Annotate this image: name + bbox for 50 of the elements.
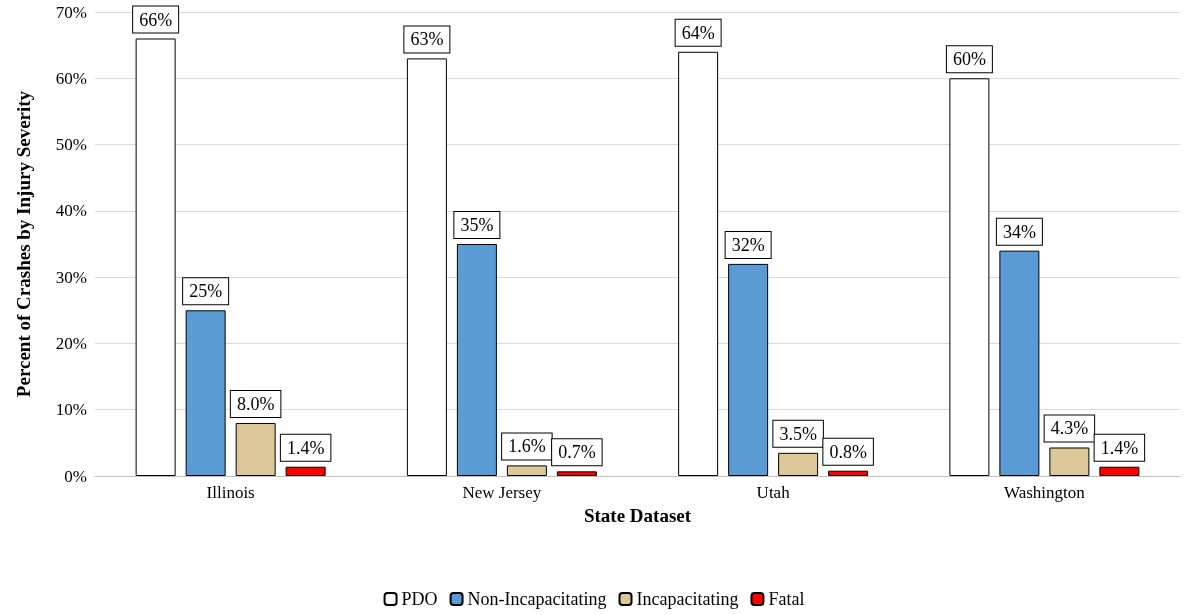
data-label: 1.4% [286, 437, 325, 458]
x-axis-title: State Dataset [583, 505, 692, 526]
bar [1049, 447, 1090, 476]
y-tick-label: 70% [55, 2, 87, 22]
y-tick-label: 60% [55, 68, 87, 88]
y-tick-label: 40% [55, 201, 87, 221]
y-tick-label: 0% [64, 466, 87, 486]
bar [999, 250, 1040, 476]
data-label: 4.3% [1050, 418, 1089, 439]
x-tick-label: Washington [1003, 483, 1086, 502]
data-label: 0.7% [558, 442, 596, 463]
data-label: 64% [681, 22, 715, 43]
bar [728, 263, 769, 476]
data-label: 35% [460, 215, 494, 235]
bar [949, 78, 990, 476]
bar [235, 422, 276, 476]
data-label: 1.6% [508, 436, 546, 457]
data-label: 66% [139, 9, 173, 30]
bar [406, 58, 447, 476]
y-tick-label: 20% [55, 333, 87, 353]
legend-label: PDO [401, 589, 438, 609]
data-label: 3.5% [779, 423, 817, 444]
bar [506, 465, 547, 476]
data-label: 1.4% [1100, 437, 1139, 458]
data-label: 60% [952, 49, 986, 70]
data-label: 32% [731, 234, 765, 255]
legend-label: Incapacitating [636, 589, 739, 609]
legend-label: Fatal [768, 589, 805, 609]
legend-label: Non-Incapacitating [467, 589, 607, 609]
y-tick-label: 50% [55, 135, 87, 155]
bar [828, 470, 869, 476]
y-tick-label: 10% [55, 400, 87, 420]
bar [778, 452, 819, 476]
bar [285, 466, 326, 476]
data-label: 0.8% [829, 441, 867, 462]
x-tick-label: New Jersey [462, 483, 542, 502]
y-axis-title: Percent of Crashes by Injury Severity [13, 90, 34, 398]
data-label: 63% [410, 29, 444, 50]
data-label: 34% [1002, 221, 1036, 242]
data-label: 8.0% [236, 393, 275, 414]
x-tick-label: Utah [756, 483, 791, 502]
bar [556, 471, 597, 476]
x-tick-label: Illinois [206, 483, 255, 502]
data-label: 25% [189, 281, 223, 302]
y-tick-label: 30% [55, 267, 87, 287]
bar [678, 51, 719, 476]
bar [1099, 466, 1140, 476]
bar [135, 38, 176, 476]
bar [185, 310, 226, 476]
bar [456, 244, 497, 476]
